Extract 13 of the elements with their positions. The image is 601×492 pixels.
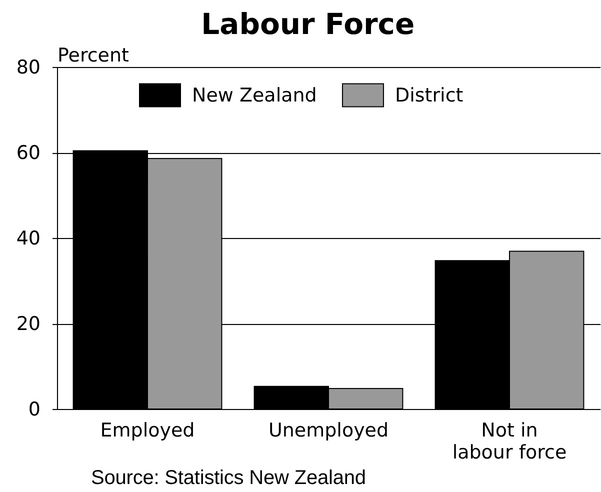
y-tick-label: 40 [16, 228, 40, 250]
y-axis-title: Percent [58, 44, 129, 66]
y-tick-label: 0 [28, 398, 40, 420]
x-tick-label: Employed [100, 420, 195, 442]
y-tick-label: 20 [16, 313, 40, 335]
legend-label: District [394, 84, 464, 106]
x-tick-label: Not in labour force [452, 420, 567, 464]
y-tick-label: 60 [16, 142, 40, 164]
legend-label: New Zealand [192, 84, 317, 106]
source-note: Source: Statistics New Zealand [91, 467, 366, 489]
y-tick-label: 80 [16, 56, 40, 78]
x-tick-label: Unemployed [268, 420, 389, 442]
chart-title: Labour Force [201, 7, 415, 41]
